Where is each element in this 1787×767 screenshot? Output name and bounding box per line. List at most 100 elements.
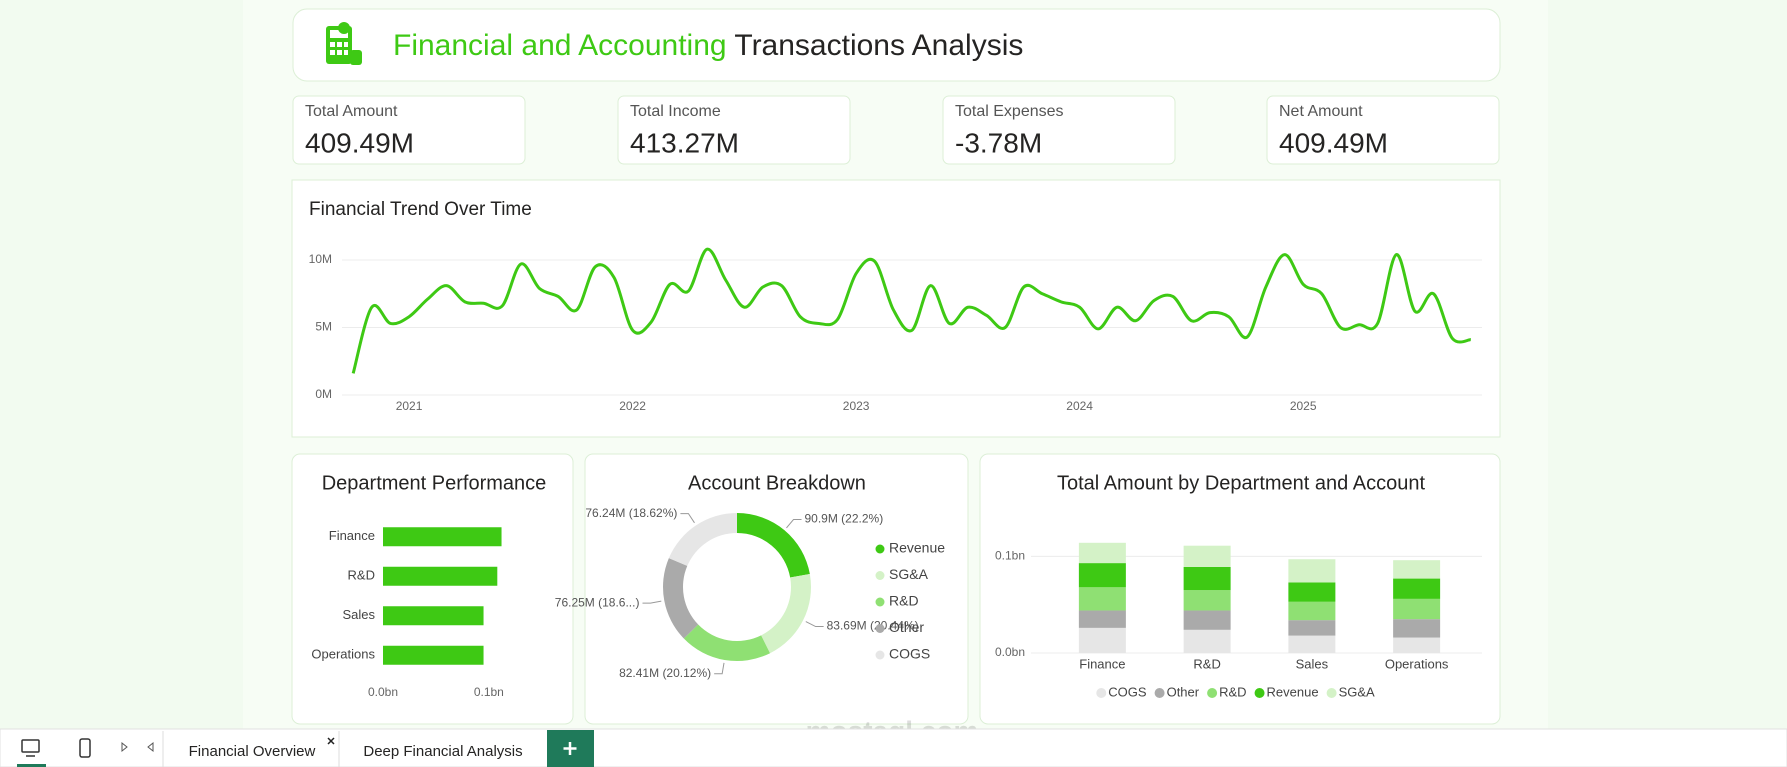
trend-line	[351, 247, 1472, 374]
y-tick-label: Finance	[329, 528, 375, 543]
chart-title: Total Amount by Department and Account	[1057, 472, 1425, 494]
kpi-value: 409.49M	[305, 127, 414, 158]
bar	[383, 645, 484, 665]
title-highlight: Financial and Accounting	[393, 29, 727, 62]
x-tick-label: 2024	[1066, 399, 1093, 413]
mobile-view-button[interactable]	[79, 738, 91, 758]
donut-slice	[663, 558, 699, 639]
tab[interactable]: Deep Financial Analysis	[363, 743, 522, 760]
data-label: 76.25M (18.6...)	[555, 595, 640, 609]
y-tick-label: 0.0bn	[995, 645, 1025, 659]
bar-segment	[1288, 601, 1336, 621]
legend: COGS Other R&D Revenue SG&A	[1096, 684, 1375, 699]
add-page-button[interactable]	[547, 730, 594, 767]
x-tick-label: Operations	[1385, 656, 1449, 671]
x-tick-label: 2023	[843, 399, 870, 413]
bar-segment	[1078, 587, 1126, 611]
bar-segment	[1183, 545, 1231, 567]
bar-segment	[1078, 563, 1126, 588]
tab-bar	[0, 728, 1787, 767]
kpi-card	[292, 95, 526, 165]
legend-marker	[875, 624, 885, 633]
bar-segment	[1393, 637, 1441, 653]
legend-marker	[1254, 688, 1265, 698]
account-card	[584, 453, 969, 725]
bar-segment	[1078, 610, 1126, 628]
bar-segment	[1288, 635, 1336, 653]
donut-slice	[761, 574, 811, 654]
legend-label: R&D	[1219, 684, 1246, 699]
bar-segment	[1393, 578, 1441, 599]
x-tick-label: 0.1bn	[474, 685, 504, 699]
kpi-label: Net Amount	[1279, 103, 1363, 120]
legend-label: Other	[889, 619, 924, 635]
title-rest: Transactions Analysis	[734, 29, 1023, 62]
x-tick-label: 2022	[619, 399, 646, 413]
data-label: 76.24M (18.62%)	[585, 506, 677, 520]
chart-title: Financial Trend Over Time	[309, 199, 532, 220]
bar-segment	[1288, 620, 1336, 636]
leader-line	[642, 600, 662, 604]
legend-label: COGS	[889, 646, 930, 662]
data-label: 90.9M (22.2%)	[805, 512, 884, 526]
bar	[383, 566, 498, 586]
bar-segment	[1183, 566, 1231, 591]
x-tick-label: R&D	[1193, 656, 1220, 671]
legend-marker	[875, 571, 885, 580]
desktop-view-button[interactable]	[21, 739, 40, 757]
bar-segment	[1393, 598, 1441, 620]
header-title: Financial and Accounting Transactions An…	[393, 29, 1023, 62]
bar-segment	[1288, 582, 1336, 602]
bar-segment	[1183, 610, 1231, 630]
kpi-card	[1266, 95, 1500, 165]
active-view-indicator	[17, 764, 46, 767]
bar-segment	[1288, 559, 1336, 583]
bar-segment	[1393, 560, 1441, 579]
legend-marker	[1154, 688, 1165, 698]
legend-marker	[875, 650, 885, 660]
leader-line	[805, 621, 824, 628]
bar-segment	[1393, 619, 1441, 638]
tab-close-button[interactable]	[327, 737, 335, 745]
legend-marker	[1207, 688, 1218, 698]
stacked-card	[979, 453, 1501, 725]
kpi-value: 409.49M	[1279, 127, 1388, 158]
legend-label: R&D	[889, 593, 919, 609]
prev-page-button[interactable]	[121, 741, 128, 753]
y-tick-label: 5M	[315, 320, 332, 334]
bar	[383, 606, 484, 626]
department-card	[291, 453, 574, 725]
legend-label: SG&A	[1339, 684, 1375, 699]
donut-slice	[668, 513, 737, 566]
data-label: 82.41M (20.12%)	[619, 666, 711, 680]
kpi-card	[942, 95, 1176, 165]
kpi-label: Total Expenses	[955, 103, 1064, 120]
bar-segment	[1183, 590, 1231, 611]
tab[interactable]: Financial Overview	[189, 743, 316, 760]
kpi-label: Total Amount	[305, 103, 398, 120]
bar-segment	[1078, 627, 1126, 653]
chart-title: Department Performance	[322, 472, 547, 494]
kpi-card	[617, 95, 851, 165]
legend-label: Other	[1167, 684, 1200, 699]
x-tick-label: 0.0bn	[368, 685, 398, 699]
leader-line	[680, 513, 695, 524]
leader-line	[714, 662, 725, 675]
donut-slice	[737, 513, 810, 578]
legend-label: COGS	[1108, 684, 1147, 699]
bar-segment	[1183, 629, 1231, 653]
leader-line	[786, 519, 802, 529]
y-tick-label: Sales	[342, 607, 375, 622]
x-tick-label: Sales	[1296, 656, 1329, 671]
x-tick-label: Finance	[1079, 656, 1125, 671]
legend-marker	[875, 544, 885, 554]
legend-marker	[875, 597, 885, 607]
next-page-button[interactable]	[147, 741, 154, 753]
y-tick-label: R&D	[348, 568, 375, 583]
bar	[383, 527, 502, 547]
x-tick-label: 2021	[396, 399, 423, 413]
kpi-value: -3.78M	[955, 127, 1042, 158]
legend-label: SG&A	[889, 566, 929, 582]
